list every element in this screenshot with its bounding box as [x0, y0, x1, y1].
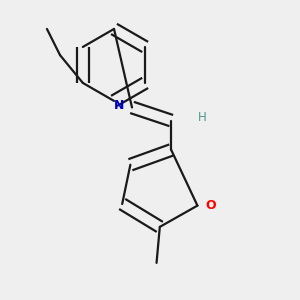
Text: H: H: [197, 111, 206, 124]
Text: N: N: [113, 99, 124, 112]
Text: O: O: [206, 199, 216, 212]
